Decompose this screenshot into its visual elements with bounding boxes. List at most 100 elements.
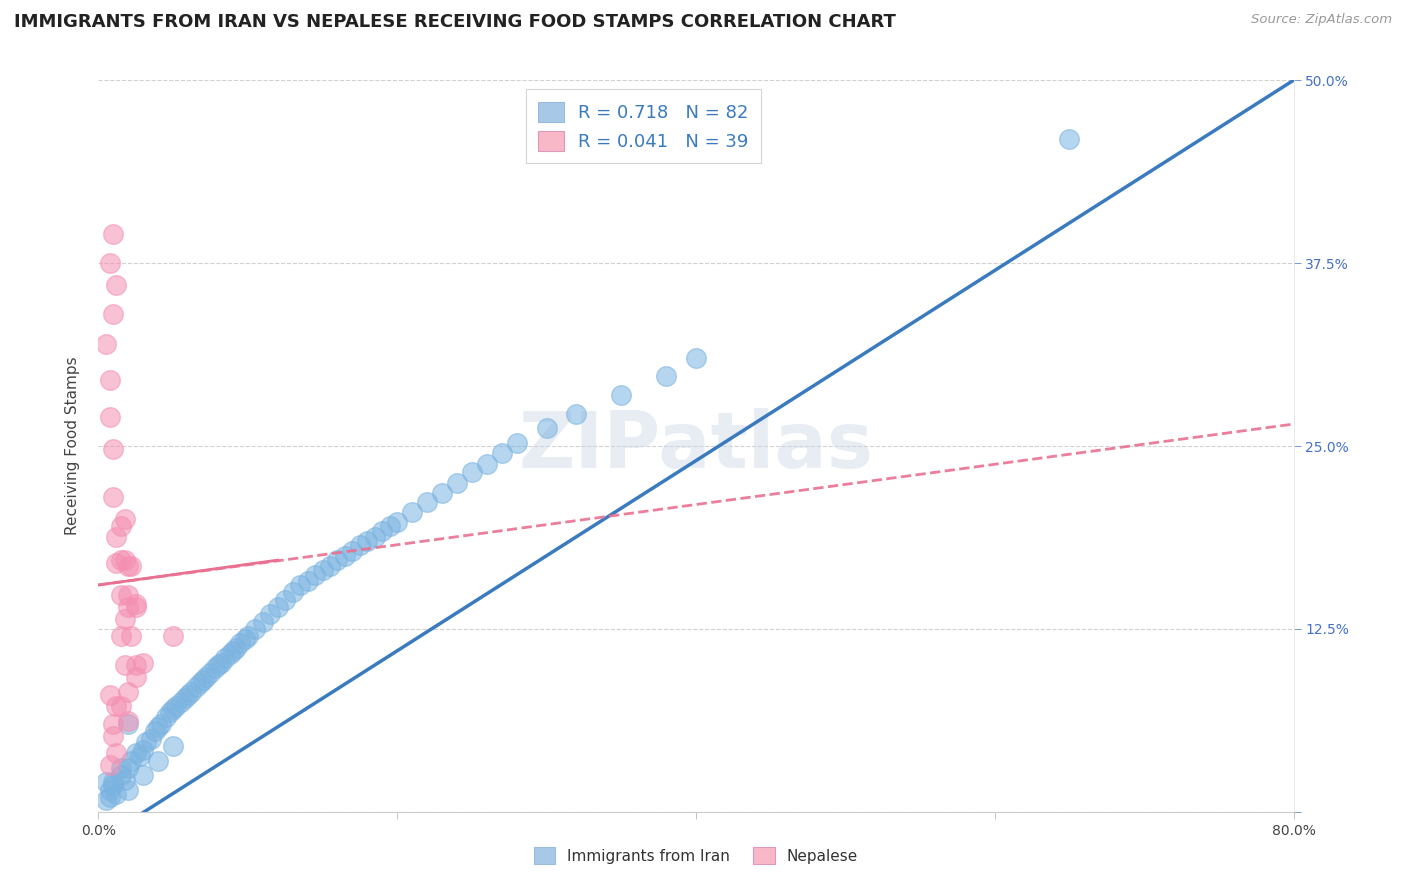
Text: ZIPatlas: ZIPatlas: [519, 408, 873, 484]
Point: [105, 556, 128, 570]
Point: [117, 714, 139, 728]
Point: [304, 567, 326, 582]
Point: [319, 558, 342, 573]
Point: [219, 647, 242, 661]
Point: [110, 588, 132, 602]
Point: [267, 599, 290, 614]
Point: [184, 681, 207, 695]
Point: [129, 749, 152, 764]
Point: [162, 739, 184, 753]
Point: [150, 717, 173, 731]
Point: [105, 746, 128, 760]
Point: [378, 519, 401, 533]
Point: [103, 775, 125, 789]
Point: [117, 685, 139, 699]
Point: [110, 519, 132, 533]
Point: [252, 615, 274, 629]
Point: [120, 754, 142, 768]
Point: [342, 544, 364, 558]
Point: [105, 699, 128, 714]
Point: [222, 644, 245, 658]
Point: [236, 629, 259, 643]
Point: [125, 658, 148, 673]
Point: [114, 772, 136, 787]
Point: [103, 717, 125, 731]
Point: [233, 632, 256, 646]
Point: [225, 640, 247, 655]
Point: [536, 421, 558, 435]
Point: [135, 734, 157, 748]
Point: [155, 709, 177, 723]
Point: [209, 656, 232, 670]
Point: [475, 457, 498, 471]
Point: [297, 574, 319, 588]
Point: [98, 758, 122, 772]
Point: [200, 665, 222, 680]
Point: [349, 539, 371, 553]
Point: [125, 670, 148, 684]
Point: [98, 373, 122, 387]
Point: [165, 699, 187, 714]
Point: [311, 563, 333, 577]
Point: [117, 558, 139, 573]
Point: [114, 553, 136, 567]
Point: [326, 553, 349, 567]
Point: [98, 409, 122, 424]
Point: [105, 787, 128, 801]
Point: [401, 505, 423, 519]
Point: [105, 530, 128, 544]
Point: [117, 782, 139, 797]
Legend: Immigrants from Iran, Nepalese: Immigrants from Iran, Nepalese: [527, 841, 865, 870]
Point: [506, 436, 529, 450]
Point: [169, 695, 191, 709]
Point: [204, 661, 226, 675]
Point: [685, 351, 707, 366]
Point: [371, 524, 394, 538]
Point: [364, 530, 387, 544]
Point: [98, 256, 122, 270]
Point: [180, 685, 202, 699]
Point: [1059, 132, 1081, 146]
Point: [98, 782, 122, 797]
Point: [385, 515, 409, 529]
Point: [103, 227, 125, 241]
Point: [94, 793, 117, 807]
Point: [117, 761, 139, 775]
Point: [207, 658, 229, 673]
Point: [195, 670, 218, 684]
Point: [105, 278, 128, 293]
Point: [132, 656, 155, 670]
Point: [103, 778, 125, 792]
Point: [288, 578, 311, 592]
Point: [416, 494, 439, 508]
Point: [132, 768, 155, 782]
Point: [117, 599, 139, 614]
Y-axis label: Receiving Food Stamps: Receiving Food Stamps: [65, 357, 80, 535]
Point: [446, 475, 468, 490]
Point: [117, 588, 139, 602]
Point: [110, 553, 132, 567]
Text: IMMIGRANTS FROM IRAN VS NEPALESE RECEIVING FOOD STAMPS CORRELATION CHART: IMMIGRANTS FROM IRAN VS NEPALESE RECEIVI…: [14, 13, 896, 31]
Point: [114, 512, 136, 526]
Point: [356, 534, 378, 549]
Point: [610, 388, 633, 402]
Point: [491, 446, 513, 460]
Point: [148, 720, 170, 734]
Point: [110, 699, 132, 714]
Point: [103, 490, 125, 504]
Point: [565, 407, 588, 421]
Point: [114, 658, 136, 673]
Point: [132, 743, 155, 757]
Point: [162, 702, 184, 716]
Text: Source: ZipAtlas.com: Source: ZipAtlas.com: [1251, 13, 1392, 27]
Point: [148, 754, 170, 768]
Point: [333, 549, 356, 563]
Point: [103, 307, 125, 321]
Point: [159, 705, 181, 719]
Point: [98, 790, 122, 805]
Point: [245, 622, 267, 636]
Point: [655, 368, 678, 383]
Point: [110, 761, 132, 775]
Point: [125, 599, 148, 614]
Point: [120, 629, 142, 643]
